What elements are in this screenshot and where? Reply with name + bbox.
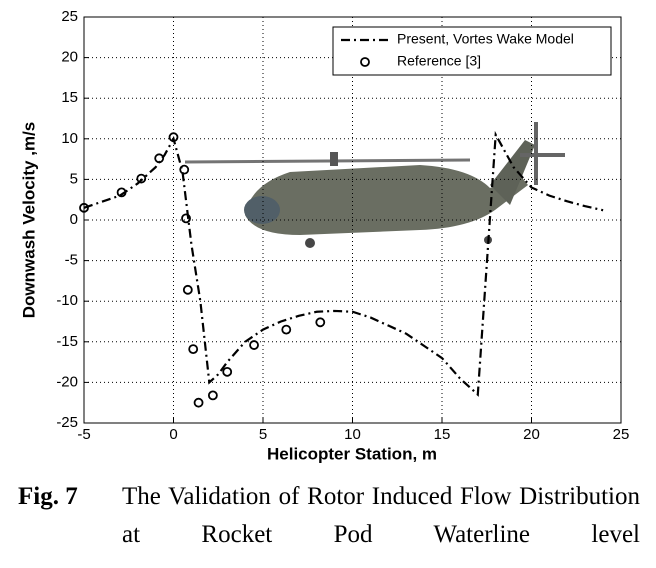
marker [249,340,259,350]
x-tick-label: 0 [169,426,177,443]
caption-label: Fig. 7 [18,483,78,510]
y-tick-label: 0 [70,211,78,228]
y-tick-label: 25 [61,8,78,25]
x-tick-label: -5 [77,426,90,443]
marker [116,187,127,198]
marker [281,324,292,335]
marker [181,213,191,224]
legend-box [332,26,612,76]
x-tick-label: 10 [344,426,361,443]
y-tick-label: 5 [70,170,78,187]
y-axis-label: Downwash Velocity ,m/s [19,122,38,319]
series-line [83,130,604,397]
marker [154,153,165,164]
x-axis-label: Helicopter Station, m [267,444,437,463]
caption-text: The Validation of Rotor Induced Flow Dis… [122,483,640,548]
y-tick-label: -5 [65,252,78,269]
x-tick-label: 25 [613,426,630,443]
x-tick-label: 20 [523,426,540,443]
marker [193,397,204,408]
helicopter-image [184,122,565,248]
marker [136,173,147,184]
legend-label: Reference [3] [397,53,481,69]
legend-label: Present, Vortes Wake Model [397,31,574,47]
legend-marker [360,57,370,67]
marker [182,284,193,295]
y-tick-label: 10 [61,130,78,147]
x-tick-label: 5 [259,426,267,443]
marker [79,202,89,213]
y-tick-label: -20 [56,373,78,390]
plot-frame [83,16,622,424]
y-tick-label: -25 [56,414,78,431]
y-tick-label: -10 [56,292,78,309]
y-tick-label: 20 [61,49,78,66]
marker [179,164,190,175]
x-tick-label: 15 [434,426,451,443]
marker [207,390,218,401]
y-tick-label: 15 [61,89,78,106]
y-tick-label: -15 [56,333,78,350]
marker [315,317,326,328]
legend: Present, Vortes Wake Model Reference [3] [332,26,612,76]
marker [222,366,233,377]
marker [188,344,199,355]
caption: Fig. 7 The Validation of Rotor Induced F… [18,478,640,554]
chart: Helicopter Station, m Downwash Velocity … [19,8,630,464]
marker [168,132,179,143]
